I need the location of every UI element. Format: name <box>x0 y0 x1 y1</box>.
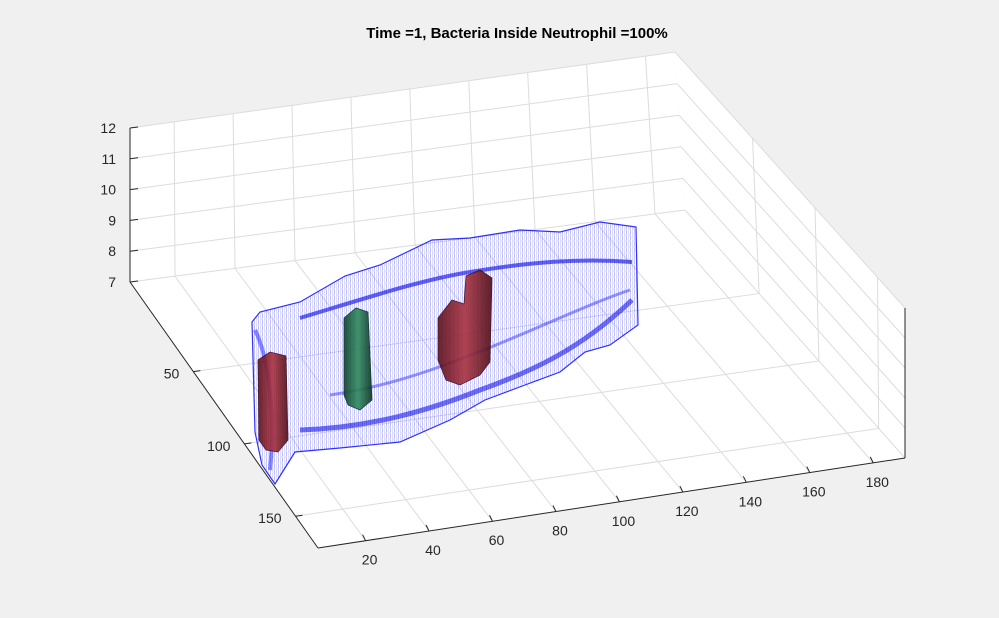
x-tick-mark <box>489 515 493 522</box>
x-wall-grid-line <box>409 88 416 246</box>
z-tick-label: 12 <box>100 120 116 136</box>
x-wall-grid-line <box>173 121 176 277</box>
bacteria <box>257 269 493 453</box>
neutrophil-mesh-ridge-bottom <box>299 298 634 433</box>
bacterium-red-left <box>257 351 289 453</box>
z-tick-mark <box>129 280 139 283</box>
y-wall-grid-line <box>814 207 820 361</box>
y-wall-grid-line <box>752 138 760 294</box>
back-wall-pane <box>130 52 685 282</box>
y-tick-mark <box>193 370 201 373</box>
z-grid-line <box>129 177 684 252</box>
x-wall-grid-line <box>232 113 236 269</box>
x-tick-mark <box>615 495 620 503</box>
neutrophil-mesh-ridge-top <box>299 258 633 320</box>
x-wall-grid-line <box>527 72 536 230</box>
z-wall-grid-line <box>674 51 906 309</box>
z-tick-label: 7 <box>108 274 116 290</box>
z-grid-line <box>129 83 678 160</box>
x-wall-grid-line <box>645 56 656 214</box>
y-tick-label: 100 <box>207 438 231 454</box>
z-wall-grid-line <box>684 209 906 459</box>
x-tick-mark <box>869 456 874 464</box>
z-wall-grid-line <box>678 114 906 369</box>
x-tick-mark <box>362 534 367 541</box>
z-tick-mark <box>129 188 139 191</box>
z-tick-mark <box>129 157 139 160</box>
right-wall-pane <box>675 52 905 458</box>
neutrophil-mesh-ridge-mid <box>329 288 631 397</box>
z-grid-line <box>129 146 682 221</box>
x-tick-label: 180 <box>866 474 890 490</box>
z-grid-line <box>129 114 680 191</box>
z-tick-label: 9 <box>108 212 116 228</box>
y-tick-label: 150 <box>258 510 282 526</box>
x-tick-label: 40 <box>425 542 441 558</box>
bacterium-red-right <box>437 269 493 386</box>
z-tick-label: 11 <box>101 151 116 167</box>
z-wall-grid-line <box>680 146 906 399</box>
x-grid-line <box>654 213 874 464</box>
x-tick-label: 100 <box>612 513 636 529</box>
x-axis-ticks: 20 40 60 80 100 120 140 160 180 <box>362 456 890 568</box>
z-tick-label: 10 <box>100 182 116 198</box>
z-axis-ticks: 7 8 9 10 11 12 <box>100 120 139 290</box>
x-tick-label: 160 <box>802 484 826 500</box>
y-tick-mark <box>244 442 252 445</box>
z-grid-line <box>129 51 676 129</box>
x-tick-label: 60 <box>489 532 505 548</box>
y-axis-line <box>129 281 319 549</box>
x-wall-grid-line <box>350 97 356 253</box>
x-tick-mark <box>679 485 684 493</box>
z-tick-mark <box>129 126 139 129</box>
y-grid-line <box>295 427 879 517</box>
axes-edges <box>129 128 906 549</box>
z-tick-label: 8 <box>108 243 116 259</box>
x-tick-label: 140 <box>739 493 763 509</box>
x-tick-label: 80 <box>552 523 568 539</box>
x-tick-mark <box>425 524 430 532</box>
z-tick-mark <box>129 218 139 221</box>
x-tick-mark <box>806 466 811 473</box>
z-wall-grid-line <box>682 178 906 429</box>
x-tick-label: 20 <box>362 552 378 568</box>
z-wall-grid-line <box>676 83 906 339</box>
x-wall-grid-line <box>291 105 296 261</box>
y-tick-mark <box>295 514 303 517</box>
x-wall-grid-line <box>468 80 476 238</box>
x-tick-mark <box>742 476 747 483</box>
y-wall-grid-line <box>877 277 880 429</box>
y-tick-label: 50 <box>164 366 180 382</box>
x-tick-mark <box>552 505 557 512</box>
chart-title: Time =1, Bacteria Inside Neutrophil =100… <box>366 25 668 42</box>
z-tick-mark <box>129 249 139 252</box>
x-tick-label: 120 <box>675 503 699 519</box>
y-axis-ticks: 50 100 150 <box>164 366 303 526</box>
z-grid-line <box>129 209 686 283</box>
bacterium-green <box>343 307 373 411</box>
x-axis-line <box>317 457 906 549</box>
x-wall-grid-line <box>586 64 596 222</box>
